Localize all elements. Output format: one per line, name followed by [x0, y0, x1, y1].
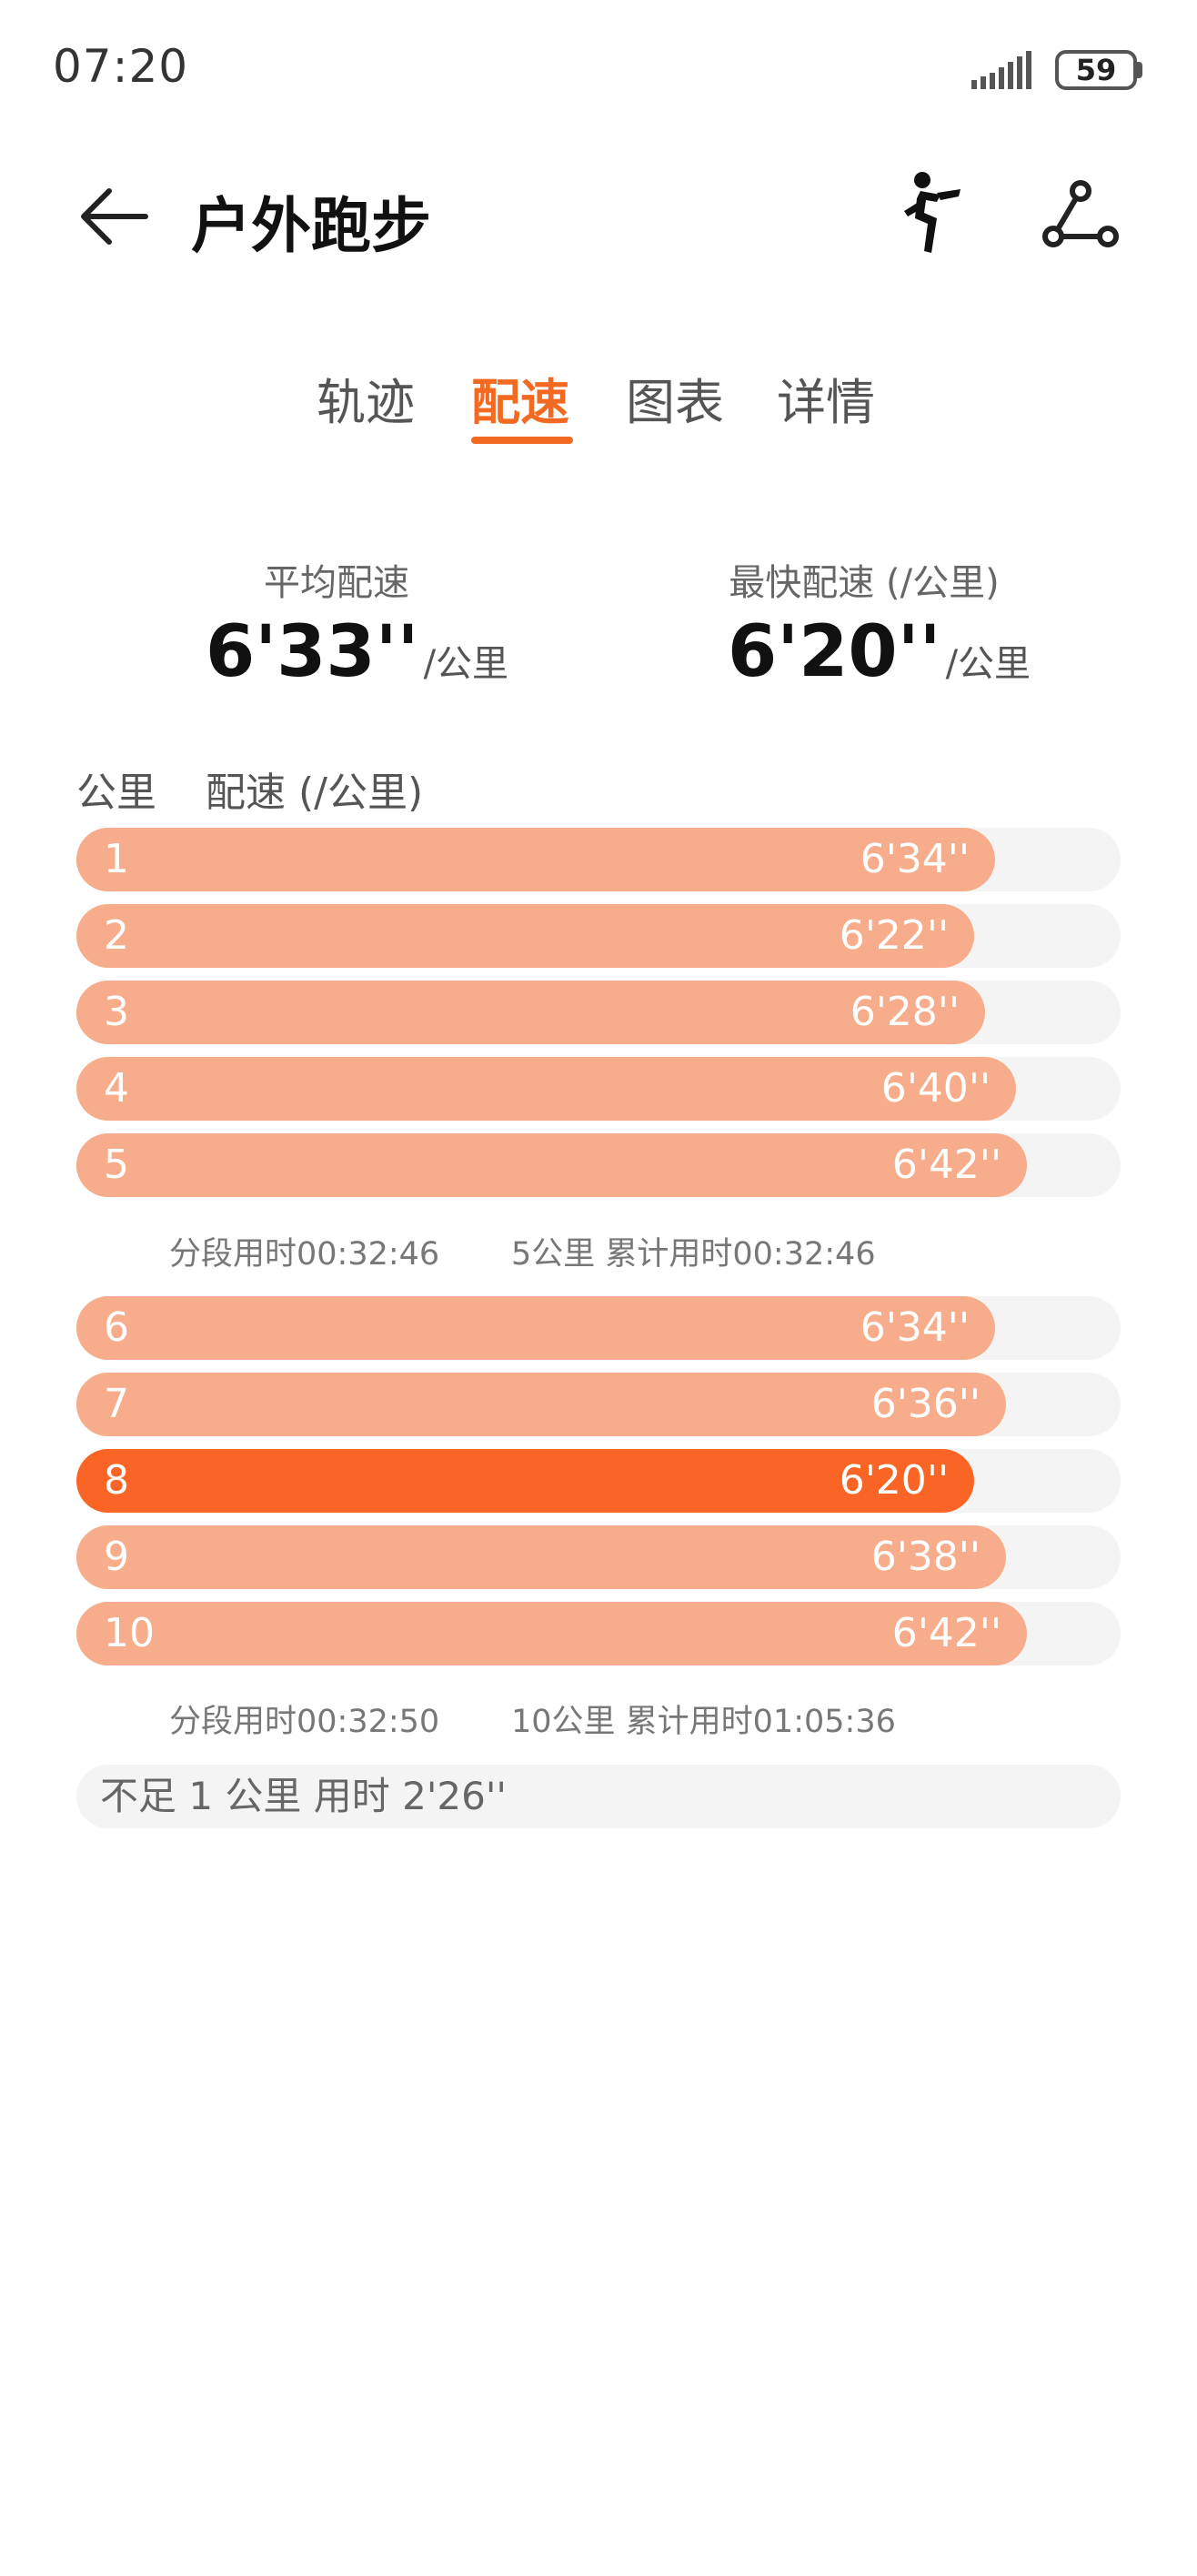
- pace-value: 6'42'': [891, 1142, 1001, 1188]
- pace-row-1[interactable]: 1 6'34'': [76, 828, 1121, 891]
- column-pace: 配速 (/公里): [206, 770, 424, 816]
- pace-value: 6'36'': [870, 1381, 981, 1427]
- split-2-segment: 分段用时00:32:50: [169, 1704, 440, 1740]
- pace-bar: [76, 1133, 1027, 1197]
- pace-row-3[interactable]: 3 6'28'': [76, 981, 1121, 1044]
- pace-bar: [76, 1525, 1006, 1589]
- pace-bar: [76, 1373, 1006, 1436]
- avg-pace-value: 6'33'': [206, 611, 419, 693]
- pace-row-10[interactable]: 10 6'42'': [76, 1602, 1121, 1665]
- km-label: 2: [104, 912, 129, 959]
- back-arrow-icon[interactable]: [76, 178, 153, 255]
- pace-bar: [76, 904, 974, 968]
- km-label: 4: [104, 1065, 129, 1112]
- pace-value: 6'20'': [839, 1457, 949, 1504]
- pace-row-4[interactable]: 4 6'40'': [76, 1057, 1121, 1121]
- fastest-pace-block: 6'20'' /公里: [728, 611, 1031, 693]
- km-label: 7: [104, 1381, 129, 1427]
- pace-row-8[interactable]: 8 6'20'': [76, 1449, 1121, 1513]
- pace-value: 6'38'': [870, 1534, 981, 1580]
- pace-bar: [76, 828, 995, 891]
- page-title: 户外跑步: [191, 191, 431, 261]
- fastest-pace-value: 6'20'': [728, 611, 941, 693]
- remainder-row: 不足 1 公里 用时 2'26'': [76, 1765, 1121, 1828]
- pace-bar: [76, 1057, 1016, 1121]
- km-label: 8: [104, 1457, 129, 1504]
- tab-pace[interactable]: 配速: [471, 374, 569, 431]
- tab-track[interactable]: 轨迹: [317, 374, 415, 431]
- pace-row-9[interactable]: 9 6'38'': [76, 1525, 1121, 1589]
- pace-value: 6'22'': [839, 912, 949, 959]
- pace-bar: [76, 1449, 974, 1513]
- km-label: 6: [104, 1304, 129, 1351]
- status-time: 07:20: [53, 40, 189, 93]
- tab-chart[interactable]: 图表: [626, 374, 724, 431]
- pace-bar: [76, 981, 985, 1044]
- pace-value: 6'40'': [880, 1065, 991, 1112]
- avg-pace-unit: /公里: [423, 643, 509, 685]
- pace-value: 6'42'': [891, 1610, 1001, 1656]
- battery-level: 59: [1075, 53, 1117, 87]
- km-label: 1: [104, 836, 129, 882]
- tab-details[interactable]: 详情: [777, 374, 875, 431]
- fastest-pace-label: 最快配速 (/公里): [729, 562, 1000, 604]
- column-km: 公里: [76, 770, 156, 816]
- km-label: 9: [104, 1534, 129, 1580]
- km-label: 5: [104, 1142, 129, 1188]
- split-1-segment: 分段用时00:32:46: [169, 1236, 440, 1273]
- pace-value: 6'34'': [860, 1304, 970, 1351]
- fastest-pace-unit: /公里: [945, 643, 1031, 685]
- pace-row-6[interactable]: 6 6'34'': [76, 1296, 1121, 1360]
- pace-row-5[interactable]: 5 6'42'': [76, 1133, 1121, 1197]
- table-header: 公里 配速 (/公里): [76, 760, 423, 818]
- km-label: 3: [104, 989, 129, 1035]
- runner-icon[interactable]: [900, 171, 964, 258]
- split-2-cumulative: 10公里 累计用时01:05:36: [511, 1704, 896, 1740]
- pace-row-7[interactable]: 7 6'36'': [76, 1373, 1121, 1436]
- tab-active-indicator: [471, 437, 573, 444]
- pace-row-2[interactable]: 2 6'22'': [76, 904, 1121, 968]
- battery-icon: 59: [1055, 50, 1137, 90]
- split-1-cumulative: 5公里 累计用时00:32:46: [511, 1236, 876, 1273]
- pace-value: 6'34'': [860, 836, 970, 882]
- avg-pace-block: 6'33'' /公里: [206, 611, 508, 693]
- km-label: 10: [104, 1610, 155, 1656]
- battery-tip: [1137, 62, 1142, 78]
- route-icon[interactable]: [1042, 180, 1119, 249]
- pace-bar: [76, 1602, 1027, 1665]
- pace-value: 6'28'': [850, 989, 960, 1035]
- avg-pace-label: 平均配速: [264, 562, 409, 604]
- signal-icon: [971, 51, 1031, 89]
- pace-bar: [76, 1296, 995, 1360]
